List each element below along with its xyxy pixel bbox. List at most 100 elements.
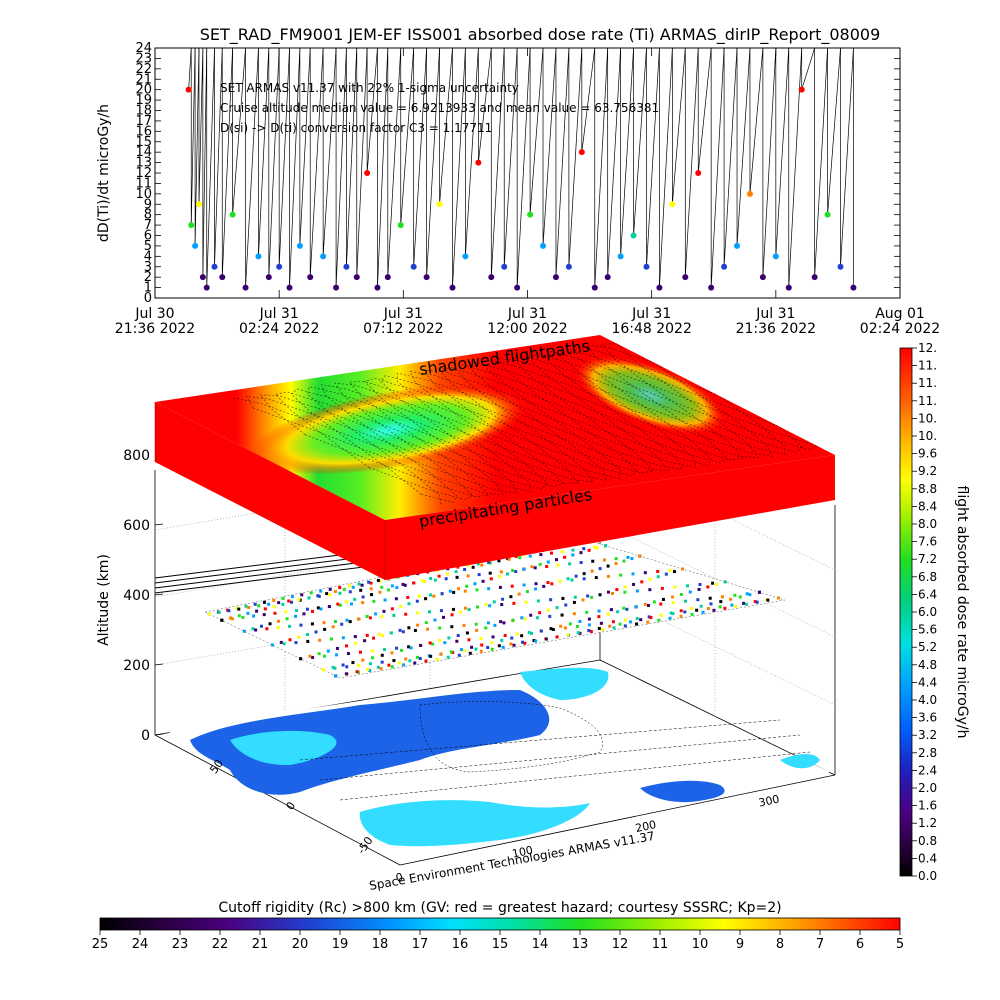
orbit-sample (522, 567, 526, 571)
orbit-sample (456, 565, 460, 569)
orbit-sample (597, 626, 601, 630)
orbit-sample (546, 560, 550, 564)
orbit-sample (440, 592, 444, 596)
dose-point (195, 201, 202, 208)
orbit-sample (576, 631, 580, 635)
orbit-sample (290, 600, 294, 604)
orbit-sample (590, 569, 594, 573)
slab-front-face (385, 455, 835, 580)
orbit-sample (551, 628, 555, 632)
orbit-sample (323, 627, 327, 631)
dose-point (578, 149, 585, 156)
trace-segment (258, 47, 270, 257)
orbit-sample (660, 586, 664, 590)
orbit-sample (615, 588, 619, 592)
orbit-sample (487, 560, 491, 564)
trace-segment (465, 47, 479, 257)
orbit-sample (379, 667, 383, 671)
orbit-sample (539, 629, 543, 633)
trace-segment (723, 47, 738, 267)
orbit-sample (657, 618, 661, 622)
dose-rate-tick-label: 11. (918, 359, 937, 373)
orbit-sample (378, 590, 382, 594)
orbit-sample (294, 641, 298, 645)
dose-point (265, 274, 272, 281)
orbit-sample (413, 661, 417, 665)
x-tick-label-date: Jul 31 (259, 306, 299, 322)
orbit-sample (587, 548, 591, 552)
orbit-sample (689, 606, 693, 610)
dose-rate-tick-label: 5.6 (918, 623, 937, 637)
orbit-sample (365, 614, 369, 618)
y-tick-label: 7 (144, 218, 152, 233)
orbit-sample (733, 593, 737, 597)
trace-segment (387, 47, 402, 278)
orbit-sample (331, 665, 335, 669)
orbit-sample (573, 595, 577, 599)
trace-segment (762, 47, 777, 278)
orbit-sample (477, 573, 481, 577)
trace-segment (775, 47, 790, 257)
orbit-sample (578, 631, 582, 635)
orbit-sample (422, 580, 426, 584)
orbit-sample (369, 581, 373, 585)
orbit-sample (612, 626, 616, 630)
orbit-sample (510, 584, 514, 588)
orbit-sample (404, 612, 408, 616)
orbit-sample (415, 599, 419, 603)
trace-segment (346, 47, 358, 267)
orbit-sample (601, 628, 605, 632)
orbit-sample (345, 665, 349, 669)
orbit-sample (390, 651, 394, 655)
orbit-sample (365, 633, 369, 637)
orbit-sample (492, 600, 496, 604)
orbit-sample (237, 614, 241, 618)
orbit-sample (323, 654, 327, 658)
trace-segment (516, 47, 531, 288)
orbit-sample (451, 607, 455, 611)
dose-point (824, 211, 831, 218)
orbit-sample (361, 601, 365, 605)
orbit-sample (757, 590, 761, 594)
trace-segment (490, 47, 505, 278)
map-region-east (780, 754, 820, 769)
orbit-sample (408, 659, 412, 663)
cutoff-rigidity-tick-label: 16 (452, 937, 469, 952)
map-region-pacific (640, 780, 725, 803)
orbit-sample (372, 599, 376, 603)
dose-point (333, 284, 340, 291)
orbit-sample (484, 626, 488, 630)
orbit-sample (344, 600, 348, 604)
dose-point (449, 284, 456, 291)
y-tick-label: 15 (135, 135, 152, 150)
orbit-sample (585, 610, 589, 614)
annotation-line-3: D(si) -> D(ti) conversion factor C3 = 1.… (220, 121, 492, 135)
orbit-sample (491, 635, 495, 639)
dose-rate-tick-label: 9.2 (918, 464, 937, 478)
x-tick-label-date: Jul 31 (383, 306, 423, 322)
orbit-sample (534, 639, 538, 643)
orbit-sample (711, 581, 715, 585)
world-map-layer (165, 665, 830, 860)
orbit-sample (288, 624, 292, 628)
orbit-sample (638, 554, 642, 558)
trace-segment (194, 47, 200, 246)
orbit-sample (614, 562, 618, 566)
orbit-sample (623, 618, 627, 622)
map-ocean-region-west (230, 730, 337, 766)
altitude-tick-mark (154, 593, 164, 596)
orbit-sample (669, 611, 673, 615)
cutoff-rigidity-tick-label: 15 (492, 937, 509, 952)
orbit-sample (369, 587, 373, 591)
orbit-sample (668, 616, 672, 620)
orbit-sample (449, 650, 453, 654)
orbit-sample (586, 594, 590, 598)
orbit-sample (560, 613, 564, 617)
orbit-sample (575, 624, 579, 628)
orbit-sample (271, 643, 274, 647)
trace-segment (452, 47, 466, 288)
orbit-sample (371, 656, 375, 660)
trace-segment (278, 47, 290, 267)
dose-rate-tick-label: 11. (918, 376, 937, 390)
